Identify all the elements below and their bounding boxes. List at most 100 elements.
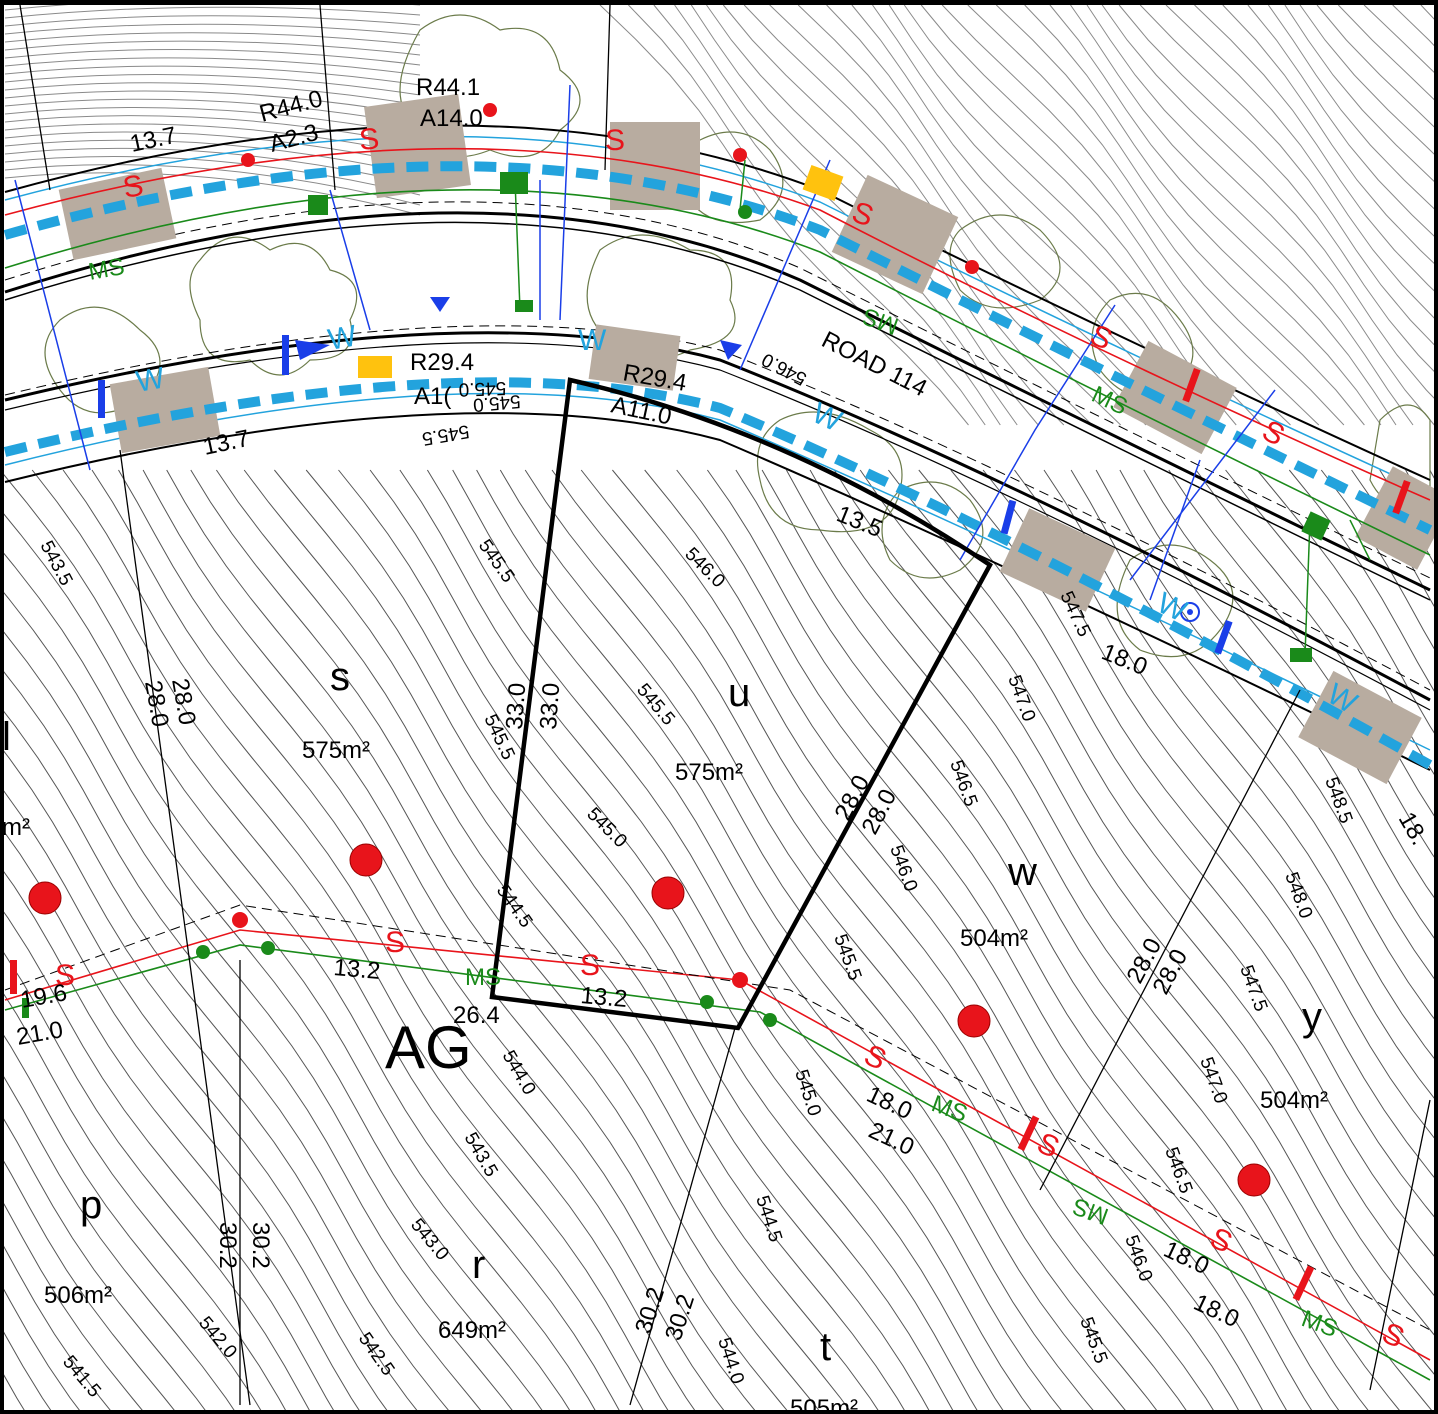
lot-area-w: 504m² (960, 925, 1028, 952)
lot-area-s: 575m² (302, 737, 370, 764)
lot-area-t: 505m² (790, 1395, 858, 1411)
contour-line (0, 470, 247, 1411)
svg-text:26.4: 26.4 (453, 1002, 500, 1029)
contour-line (119, 470, 771, 1411)
contour-line (5, 99, 420, 125)
svg-text:545.0: 545.0 (472, 390, 521, 415)
contour-line (1248, 5, 1438, 425)
contour-line (0, 470, 432, 1411)
lot-id-r: r (472, 1243, 485, 1287)
curve-radius-2: R44.1 (416, 74, 480, 101)
service-boxes (10, 165, 1411, 1301)
sewer-label: S (605, 124, 625, 157)
contour-line (0, 470, 527, 1411)
svg-text:545.0: 545.0 (790, 1067, 825, 1119)
contour-line (762, 470, 1415, 1411)
svg-text:547.0: 547.0 (1003, 673, 1039, 725)
contour-line (1285, 5, 1438, 425)
svg-text:13.2: 13.2 (579, 982, 628, 1013)
lot-area-p: 506m² (44, 1282, 112, 1309)
contour-line (0, 470, 372, 1411)
stormwater-label: MS (1069, 1192, 1112, 1230)
contour-line (191, 470, 864, 1411)
svg-text:33.0: 33.0 (501, 682, 531, 730)
contour-line (1406, 470, 1438, 1411)
contour-line (400, 470, 1046, 1411)
curve-radius-1: R44.0 (257, 85, 326, 128)
svg-text:548.0: 548.0 (1280, 870, 1316, 922)
svg-text:545.5: 545.5 (632, 680, 679, 730)
contour-line (5, 24, 420, 35)
stormwater-label: MS (928, 1090, 971, 1128)
svg-text:546.0: 546.0 (680, 544, 728, 592)
lot-id-p: p (80, 1183, 102, 1227)
lot-area-y: 504m² (1260, 1087, 1328, 1114)
lot-area-r: 649m² (438, 1317, 506, 1344)
svg-text:18.0: 18.0 (1159, 1236, 1213, 1280)
contour-line (0, 470, 654, 1411)
contour-line (5, 33, 420, 45)
svg-text:545.5: 545.5 (474, 536, 518, 587)
contour-line (339, 470, 989, 1411)
lot-id-u: u (728, 671, 750, 715)
svg-text:546.5: 546.5 (945, 758, 981, 810)
contour-line (1223, 5, 1438, 425)
svg-text:545.0: 545.0 (582, 804, 630, 852)
contour-line (5, 58, 420, 75)
svg-text:546.5: 546.5 (1160, 1145, 1196, 1197)
lot-id-s: s (330, 655, 350, 699)
lot-id-t: t (820, 1325, 831, 1369)
stormwater-label: MS (859, 302, 902, 340)
svg-text:542.0: 542.0 (194, 1313, 241, 1363)
contour-line (983, 470, 1438, 1411)
road-width-3: 13.5 (833, 501, 886, 544)
contour-line (5, 83, 420, 105)
contour-line (216, 470, 891, 1411)
water-label: W (578, 324, 607, 357)
contour-line (0, 470, 497, 1411)
svg-text:543.5: 543.5 (36, 537, 77, 589)
svg-text:18.0: 18.0 (1189, 1289, 1243, 1333)
contour-line (810, 470, 1438, 1411)
svg-text:545.5: 545.5 (420, 420, 470, 449)
svg-text:544.0: 544.0 (498, 1047, 540, 1099)
sewer-label: S (385, 926, 405, 959)
stormwater-label: MS (86, 253, 126, 286)
lot-area-l: m² (2, 814, 30, 841)
curve-arc-3: A1( (414, 383, 451, 410)
svg-text:547.5: 547.5 (1235, 963, 1271, 1015)
svg-text:546.0: 546.0 (759, 348, 811, 389)
lot-markers (29, 844, 1270, 1196)
stormwater-label: MS (1298, 1305, 1341, 1343)
contour-line (707, 470, 1352, 1411)
contour-line (5, 91, 420, 115)
lot-id-w: w (1007, 850, 1037, 894)
contour-line (0, 470, 11, 1411)
stormwater-label: MS (465, 964, 501, 991)
sewer-label: S (1257, 414, 1290, 453)
svg-text:30.2: 30.2 (214, 1222, 241, 1269)
svg-text:30.2: 30.2 (247, 1222, 274, 1269)
sewer-label: S (1085, 318, 1117, 356)
water-label: W (325, 319, 359, 357)
curve-arc-2: A14.0 (420, 105, 483, 132)
svg-text:543.0: 543.0 (406, 1215, 453, 1265)
svg-text:21.0: 21.0 (14, 1016, 65, 1051)
contour-line (0, 470, 64, 1411)
sewer-label: S (580, 949, 600, 982)
driveway-pad (832, 175, 959, 294)
contour-line (1196, 470, 1438, 1411)
contour-line (1050, 5, 1396, 425)
road-labels: ROAD 114 R44.0 A2.3 R44.1 A14.0 R29.4 A1… (128, 74, 1433, 850)
contour-line (1071, 5, 1414, 425)
lot-id-y: y (1302, 995, 1322, 1039)
svg-text:544.5: 544.5 (751, 1193, 786, 1245)
contour-line (552, 470, 1226, 1411)
svg-text:544.5: 544.5 (492, 881, 536, 932)
contour-line (5, 132, 420, 165)
svg-text:33.0: 33.0 (535, 682, 565, 730)
curve-radius-3: R29.4 (410, 349, 474, 376)
contour-line (1393, 5, 1438, 425)
